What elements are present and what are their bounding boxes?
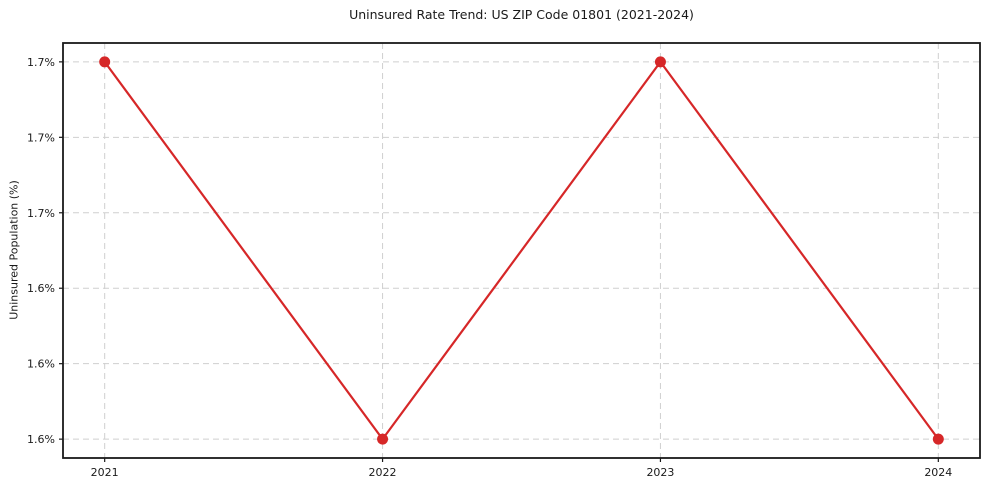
trend-line (103, 60, 940, 441)
y-axis-tick-label: 1.7% (27, 56, 55, 69)
y-axis-tick-label: 1.7% (27, 131, 55, 144)
data-point-marker (932, 433, 944, 445)
y-axis-tick-label: 1.6% (27, 282, 55, 295)
data-point-marker (99, 56, 111, 68)
y-axis-tick-label: 1.6% (27, 358, 55, 371)
x-axis-tick-label: 2021 (91, 466, 119, 479)
x-axis-tick-label: 2024 (924, 466, 952, 479)
y-axis-tick-label: 1.7% (27, 207, 55, 220)
y-axis-tick-label: 1.6% (27, 433, 55, 446)
data-point-marker (654, 56, 666, 68)
data-point-marker (377, 433, 389, 445)
chart-title: Uninsured Rate Trend: US ZIP Code 01801 … (349, 7, 694, 22)
plot-border (62, 42, 981, 459)
x-axis-tick-label: 2022 (369, 466, 397, 479)
x-axis-tick-label: 2023 (646, 466, 674, 479)
